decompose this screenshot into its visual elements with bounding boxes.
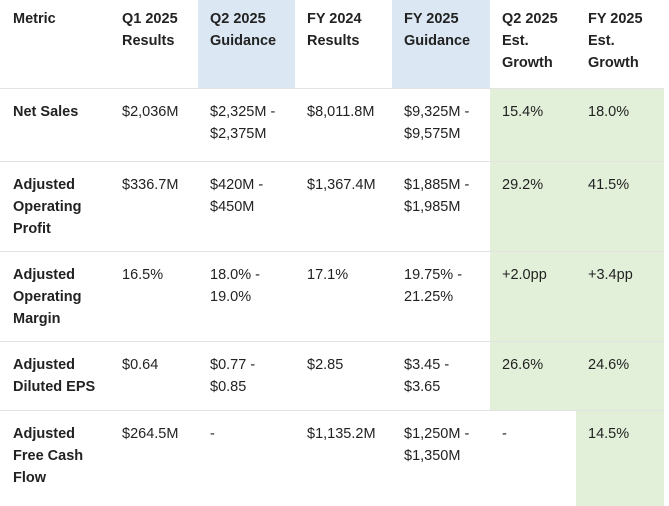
- cell-fy-2025-est-growth: +3.4pp: [576, 252, 664, 342]
- cell-q2-2025-guidance: $420M - $450M: [198, 162, 295, 252]
- header-fy-2024-results: FY 2024 Results: [295, 0, 392, 89]
- header-row: Metric Q1 2025 Results Q2 2025 Guidance …: [0, 0, 664, 89]
- cell-fy-2025-est-growth: 18.0%: [576, 89, 664, 162]
- cell-q2-2025-guidance: 18.0% - 19.0%: [198, 252, 295, 342]
- cell-fy-2024-results: $8,011.8M: [295, 89, 392, 162]
- table-row-adjusted-operating-margin: Adjusted Operating Margin 16.5% 18.0% - …: [0, 252, 664, 342]
- cell-q1-2025-results: 16.5%: [110, 252, 198, 342]
- cell-q1-2025-results: $336.7M: [110, 162, 198, 252]
- cell-q2-2025-est-growth: 29.2%: [490, 162, 576, 252]
- row-label: Adjusted Operating Profit: [0, 162, 110, 252]
- cell-q2-2025-est-growth: 15.4%: [490, 89, 576, 162]
- header-q2-2025-guidance: Q2 2025 Guidance: [198, 0, 295, 89]
- table-row-adjusted-operating-profit: Adjusted Operating Profit $336.7M $420M …: [0, 162, 664, 252]
- cell-fy-2025-est-growth: 24.6%: [576, 342, 664, 411]
- cell-fy-2025-est-growth: 41.5%: [576, 162, 664, 252]
- cell-fy-2025-guidance: $9,325M - $9,575M: [392, 89, 490, 162]
- cell-q2-2025-est-growth: 26.6%: [490, 342, 576, 411]
- cell-q1-2025-results: $2,036M: [110, 89, 198, 162]
- row-label: Net Sales: [0, 89, 110, 162]
- cell-fy-2025-guidance: $3.45 - $3.65: [392, 342, 490, 411]
- header-metric: Metric: [0, 0, 110, 89]
- header-q2-2025-est-growth: Q2 2025 Est. Growth: [490, 0, 576, 89]
- header-fy-2025-est-growth: FY 2025 Est. Growth: [576, 0, 664, 89]
- cell-q2-2025-guidance: $2,325M - $2,375M: [198, 89, 295, 162]
- row-label: Adjusted Diluted EPS: [0, 342, 110, 411]
- cell-q2-2025-est-growth: +2.0pp: [490, 252, 576, 342]
- row-label: Adjusted Operating Margin: [0, 252, 110, 342]
- cell-fy-2025-guidance: $1,885M - $1,985M: [392, 162, 490, 252]
- cell-q2-2025-guidance: $0.77 - $0.85: [198, 342, 295, 411]
- cell-fy-2024-results: 17.1%: [295, 252, 392, 342]
- cell-q1-2025-results: $0.64: [110, 342, 198, 411]
- header-q1-2025-results: Q1 2025 Results: [110, 0, 198, 89]
- table-row-adjusted-diluted-eps: Adjusted Diluted EPS $0.64 $0.77 - $0.85…: [0, 342, 664, 411]
- cell-fy-2024-results: $2.85: [295, 342, 392, 411]
- table-row-net-sales: Net Sales $2,036M $2,325M - $2,375M $8,0…: [0, 89, 664, 162]
- cell-fy-2024-results: $1,367.4M: [295, 162, 392, 252]
- header-fy-2025-guidance: FY 2025 Guidance: [392, 0, 490, 89]
- cell-fy-2025-guidance: 19.75% - 21.25%: [392, 252, 490, 342]
